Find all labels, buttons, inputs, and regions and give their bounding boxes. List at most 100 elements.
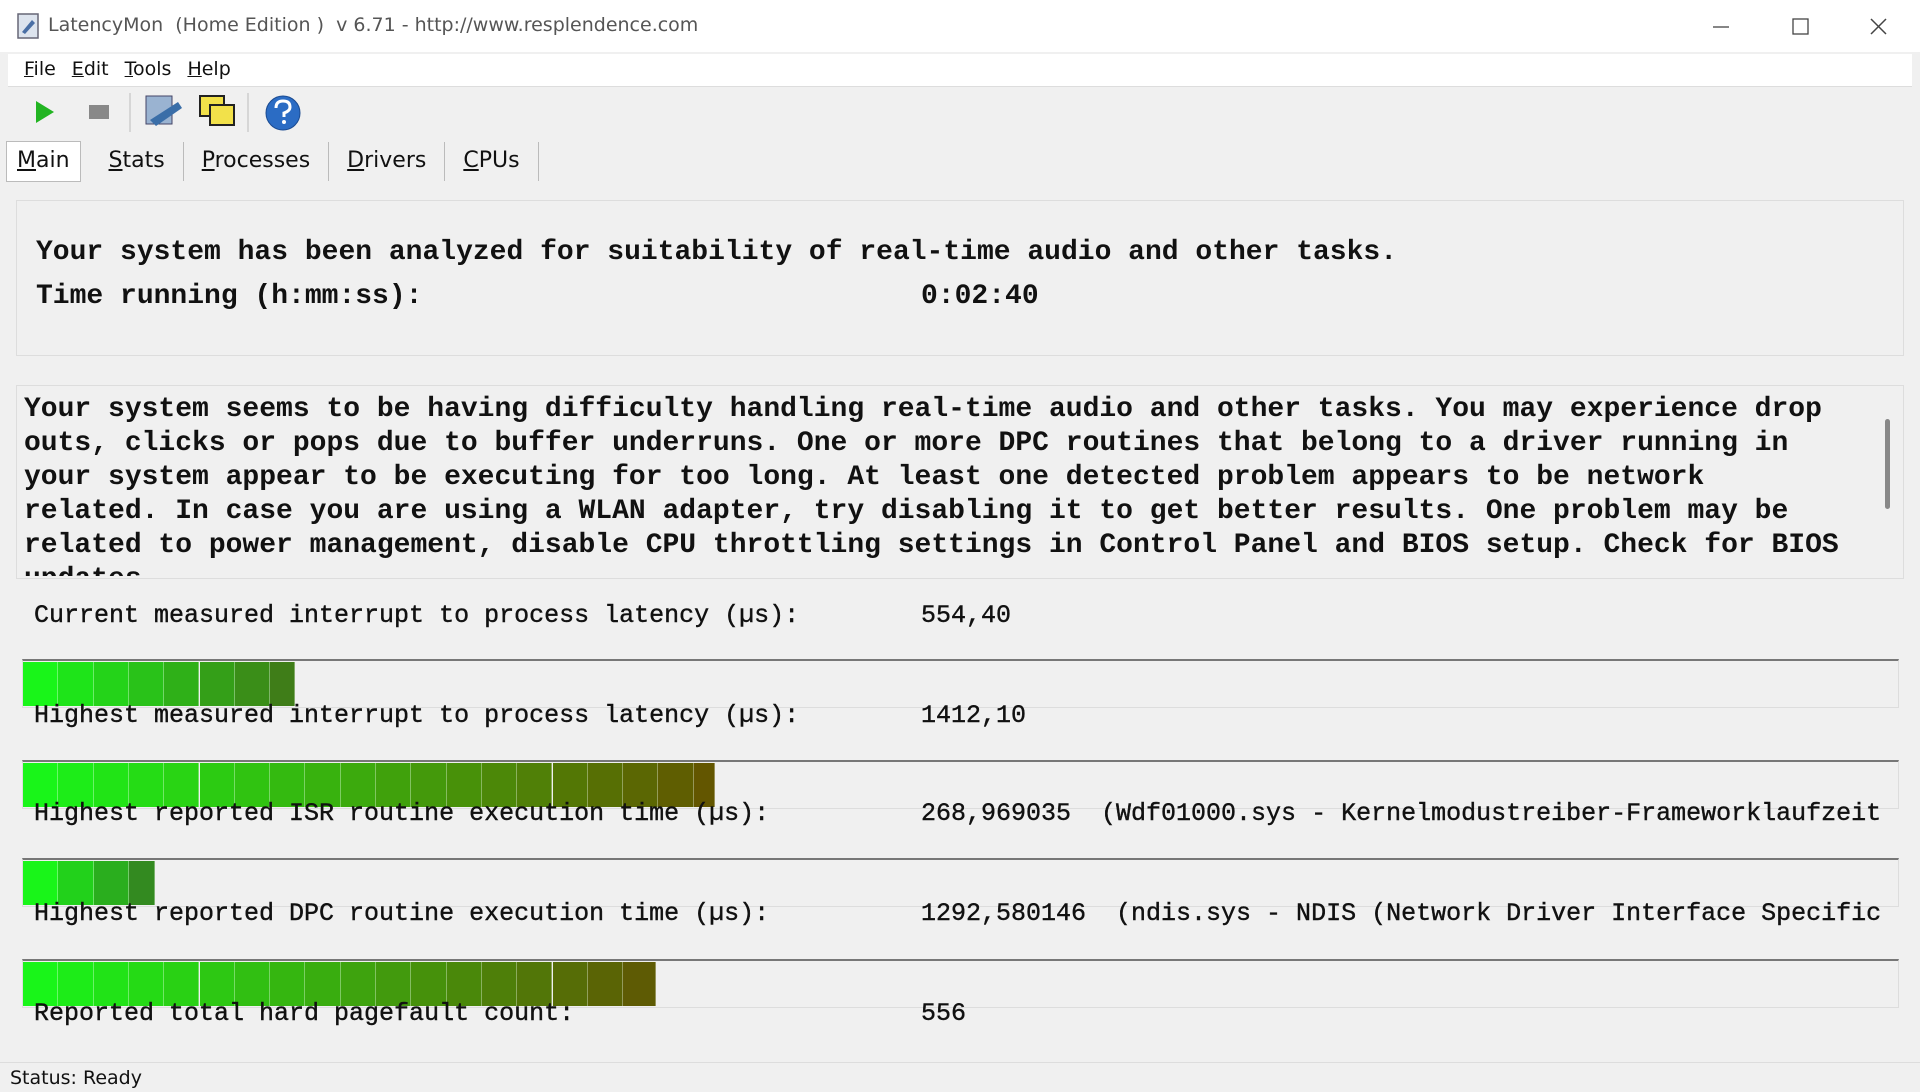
latency-bar-segment (128, 861, 155, 905)
latency-bar-segment (270, 962, 306, 1006)
latency-bar-segment (270, 763, 306, 807)
latency-bar-segment (128, 662, 165, 706)
metric-value-row: 268,969035 (Wdf01000.sys - Kernelmodustre… (921, 799, 1897, 828)
metric-label: Highest reported ISR routine execution t… (34, 799, 770, 828)
latency-bar-segment (23, 962, 59, 1006)
metric-value-row: 1412,10 (921, 701, 1897, 730)
metric-value-row: 554,40 (921, 601, 1897, 630)
latency-bar-segment (481, 763, 518, 807)
metric-value-row: 1292,580146 (ndis.sys - NDIS (Network Dri… (921, 899, 1897, 928)
maximize-button[interactable] (1792, 18, 1809, 35)
metric-detail: (ndis.sys - NDIS (Network Driver Interfa… (1116, 899, 1882, 928)
latency-bar-segment (93, 861, 129, 905)
tab[interactable]: Stats (91, 142, 184, 181)
latency-bar-segment (93, 962, 129, 1006)
toolbar (36, 93, 301, 132)
latency-bar-segment (411, 763, 447, 807)
metric-value: 268,969035 (921, 799, 1072, 828)
tab[interactable]: Processes (184, 142, 330, 181)
latency-bar-segment (340, 962, 376, 1006)
window-controls (1713, 18, 1887, 35)
latency-bar-segment (199, 962, 235, 1006)
metric-label: Reported total hard pagefault count: (34, 999, 575, 1028)
latency-bar-segment (623, 962, 657, 1006)
latency-bar-segment (623, 763, 659, 807)
latency-bar-segment (58, 662, 94, 706)
close-button[interactable] (1870, 18, 1887, 35)
latency-bar-segment (305, 962, 341, 1006)
latency-bar-segment (552, 763, 588, 807)
latency-bar-segment (234, 962, 271, 1006)
latency-bar-segment (23, 662, 59, 706)
menu-item[interactable]: File (24, 58, 56, 80)
app-icon (17, 13, 39, 39)
time-value: 0:02:40 (921, 281, 1039, 312)
latency-bar-frame (22, 760, 1899, 809)
stop-button[interactable] (89, 105, 109, 119)
latency-bar-segment (93, 662, 129, 706)
metric-value: 1412,10 (921, 701, 1027, 730)
latency-bar-segment (340, 763, 376, 807)
latency-bar-segment (58, 861, 94, 905)
latency-bar-segment (23, 861, 59, 905)
metric-detail: (Wdf01000.sys - Kernelmodustreiber-Frame… (1101, 799, 1882, 828)
latency-bar-segment (587, 763, 624, 807)
latency-bar-segment (58, 763, 94, 807)
menu-bar: File Edit Tools Help (8, 54, 1912, 87)
latency-bar-segment (446, 763, 482, 807)
latency-bar-segment (587, 962, 624, 1006)
latency-bar-frame (22, 659, 1899, 708)
latency-bar-segment (481, 962, 518, 1006)
latency-bar-segment (128, 763, 165, 807)
metric-value-row: 556 (921, 999, 1897, 1028)
latency-bar-segment (93, 763, 129, 807)
latency-bar-segment (658, 763, 694, 807)
latency-bar-segment (164, 662, 200, 706)
window-button[interactable] (199, 95, 235, 126)
title-bar: LatencyMon (Home Edition ) v 6.71 - http… (0, 0, 1920, 52)
metric-value: 556 (921, 999, 967, 1028)
menu-item[interactable]: Edit (71, 58, 109, 80)
window-title: LatencyMon (Home Edition ) v 6.71 - http… (48, 14, 699, 36)
summary-panel: Your system has been analyzed for suitab… (16, 200, 1904, 356)
tab[interactable]: CPUs (445, 142, 539, 181)
status-text: Status: Ready (10, 1067, 142, 1089)
latency-bar-segment (270, 662, 295, 706)
latency-bar-segment (693, 763, 715, 807)
metric-value: 554,40 (921, 601, 1012, 630)
time-label: Time running (h:mm:ss): (36, 281, 423, 312)
latency-bar-segment (446, 962, 482, 1006)
tools-button[interactable] (145, 95, 182, 126)
scrollbar-thumb[interactable] (1885, 419, 1890, 509)
latency-bar-frame (22, 858, 1899, 907)
latency-bar-segment (552, 962, 588, 1006)
message-panel (16, 385, 1904, 579)
metric-label: Current measured interrupt to process la… (34, 601, 800, 630)
latency-bar-segment (58, 962, 94, 1006)
menu-item[interactable]: Tools (124, 58, 172, 80)
latency-bar-segment (305, 763, 341, 807)
latency-bar-segment (164, 763, 200, 807)
latency-bar-segment (517, 962, 553, 1006)
latency-bar-segment (199, 763, 235, 807)
metric-value: 1292,580146 (921, 899, 1087, 928)
latency-bar-segment (376, 763, 412, 807)
latency-bar-segment (164, 962, 200, 1006)
summary-headline: Your system has been analyzed for suitab… (36, 237, 1398, 268)
latency-bar-segment (234, 662, 271, 706)
latency-bar-segment (234, 763, 271, 807)
latency-bar-segment (23, 763, 59, 807)
latency-bar-segment (376, 962, 412, 1006)
latency-bar-frame (22, 959, 1899, 1008)
help-button[interactable] (265, 95, 301, 131)
menu-item[interactable]: Help (187, 58, 231, 80)
tab[interactable]: Main (6, 141, 81, 182)
metrics-panel: Current measured interrupt to process la… (0, 580, 1920, 1060)
start-button[interactable] (36, 101, 54, 123)
latency-bar-segment (128, 962, 165, 1006)
tab-strip: Main Stats Processes Drivers CPUs (6, 141, 539, 182)
latency-bar-segment (517, 763, 553, 807)
latency-bar-segment (199, 662, 235, 706)
tab[interactable]: Drivers (329, 142, 446, 181)
